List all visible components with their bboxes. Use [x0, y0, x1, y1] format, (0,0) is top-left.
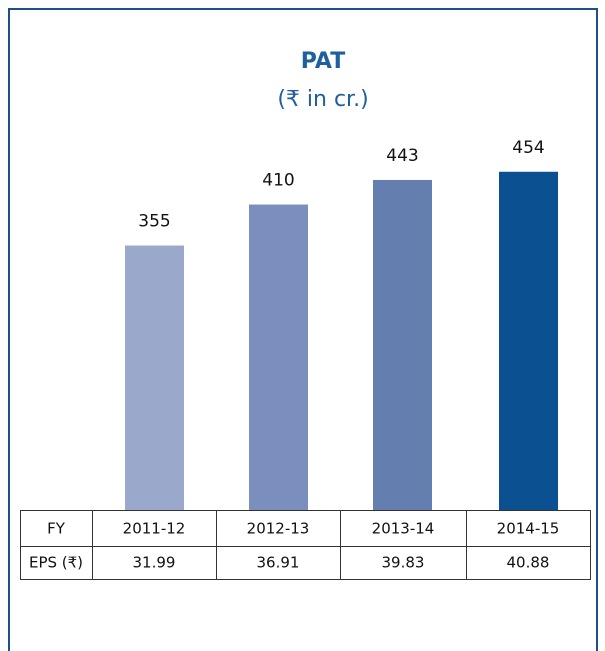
eps-cell: 31.99 — [133, 554, 176, 572]
bar — [373, 179, 432, 510]
bar — [125, 245, 184, 510]
data-label: 355 — [138, 212, 170, 232]
data-label: 454 — [512, 138, 544, 158]
eps-cell: 40.88 — [507, 554, 550, 572]
category-cell: 2014-15 — [497, 520, 560, 538]
bar — [249, 204, 308, 511]
row-header: FY — [47, 520, 66, 538]
category-cell: 2012-13 — [247, 520, 310, 538]
row-header: EPS (₹) — [29, 554, 83, 572]
category-cell: 2013-14 — [372, 520, 435, 538]
chart-subtitle: (₹ in cr.) — [277, 87, 368, 112]
data-label: 410 — [262, 171, 294, 191]
frame — [8, 8, 598, 651]
table-grid — [20, 510, 591, 580]
bar — [499, 171, 558, 510]
data-label: 443 — [386, 146, 418, 166]
chart-title: PAT — [301, 49, 345, 74]
category-cell: 2011-12 — [123, 520, 186, 538]
eps-cell: 36.91 — [257, 554, 300, 572]
eps-cell: 39.83 — [382, 554, 425, 572]
